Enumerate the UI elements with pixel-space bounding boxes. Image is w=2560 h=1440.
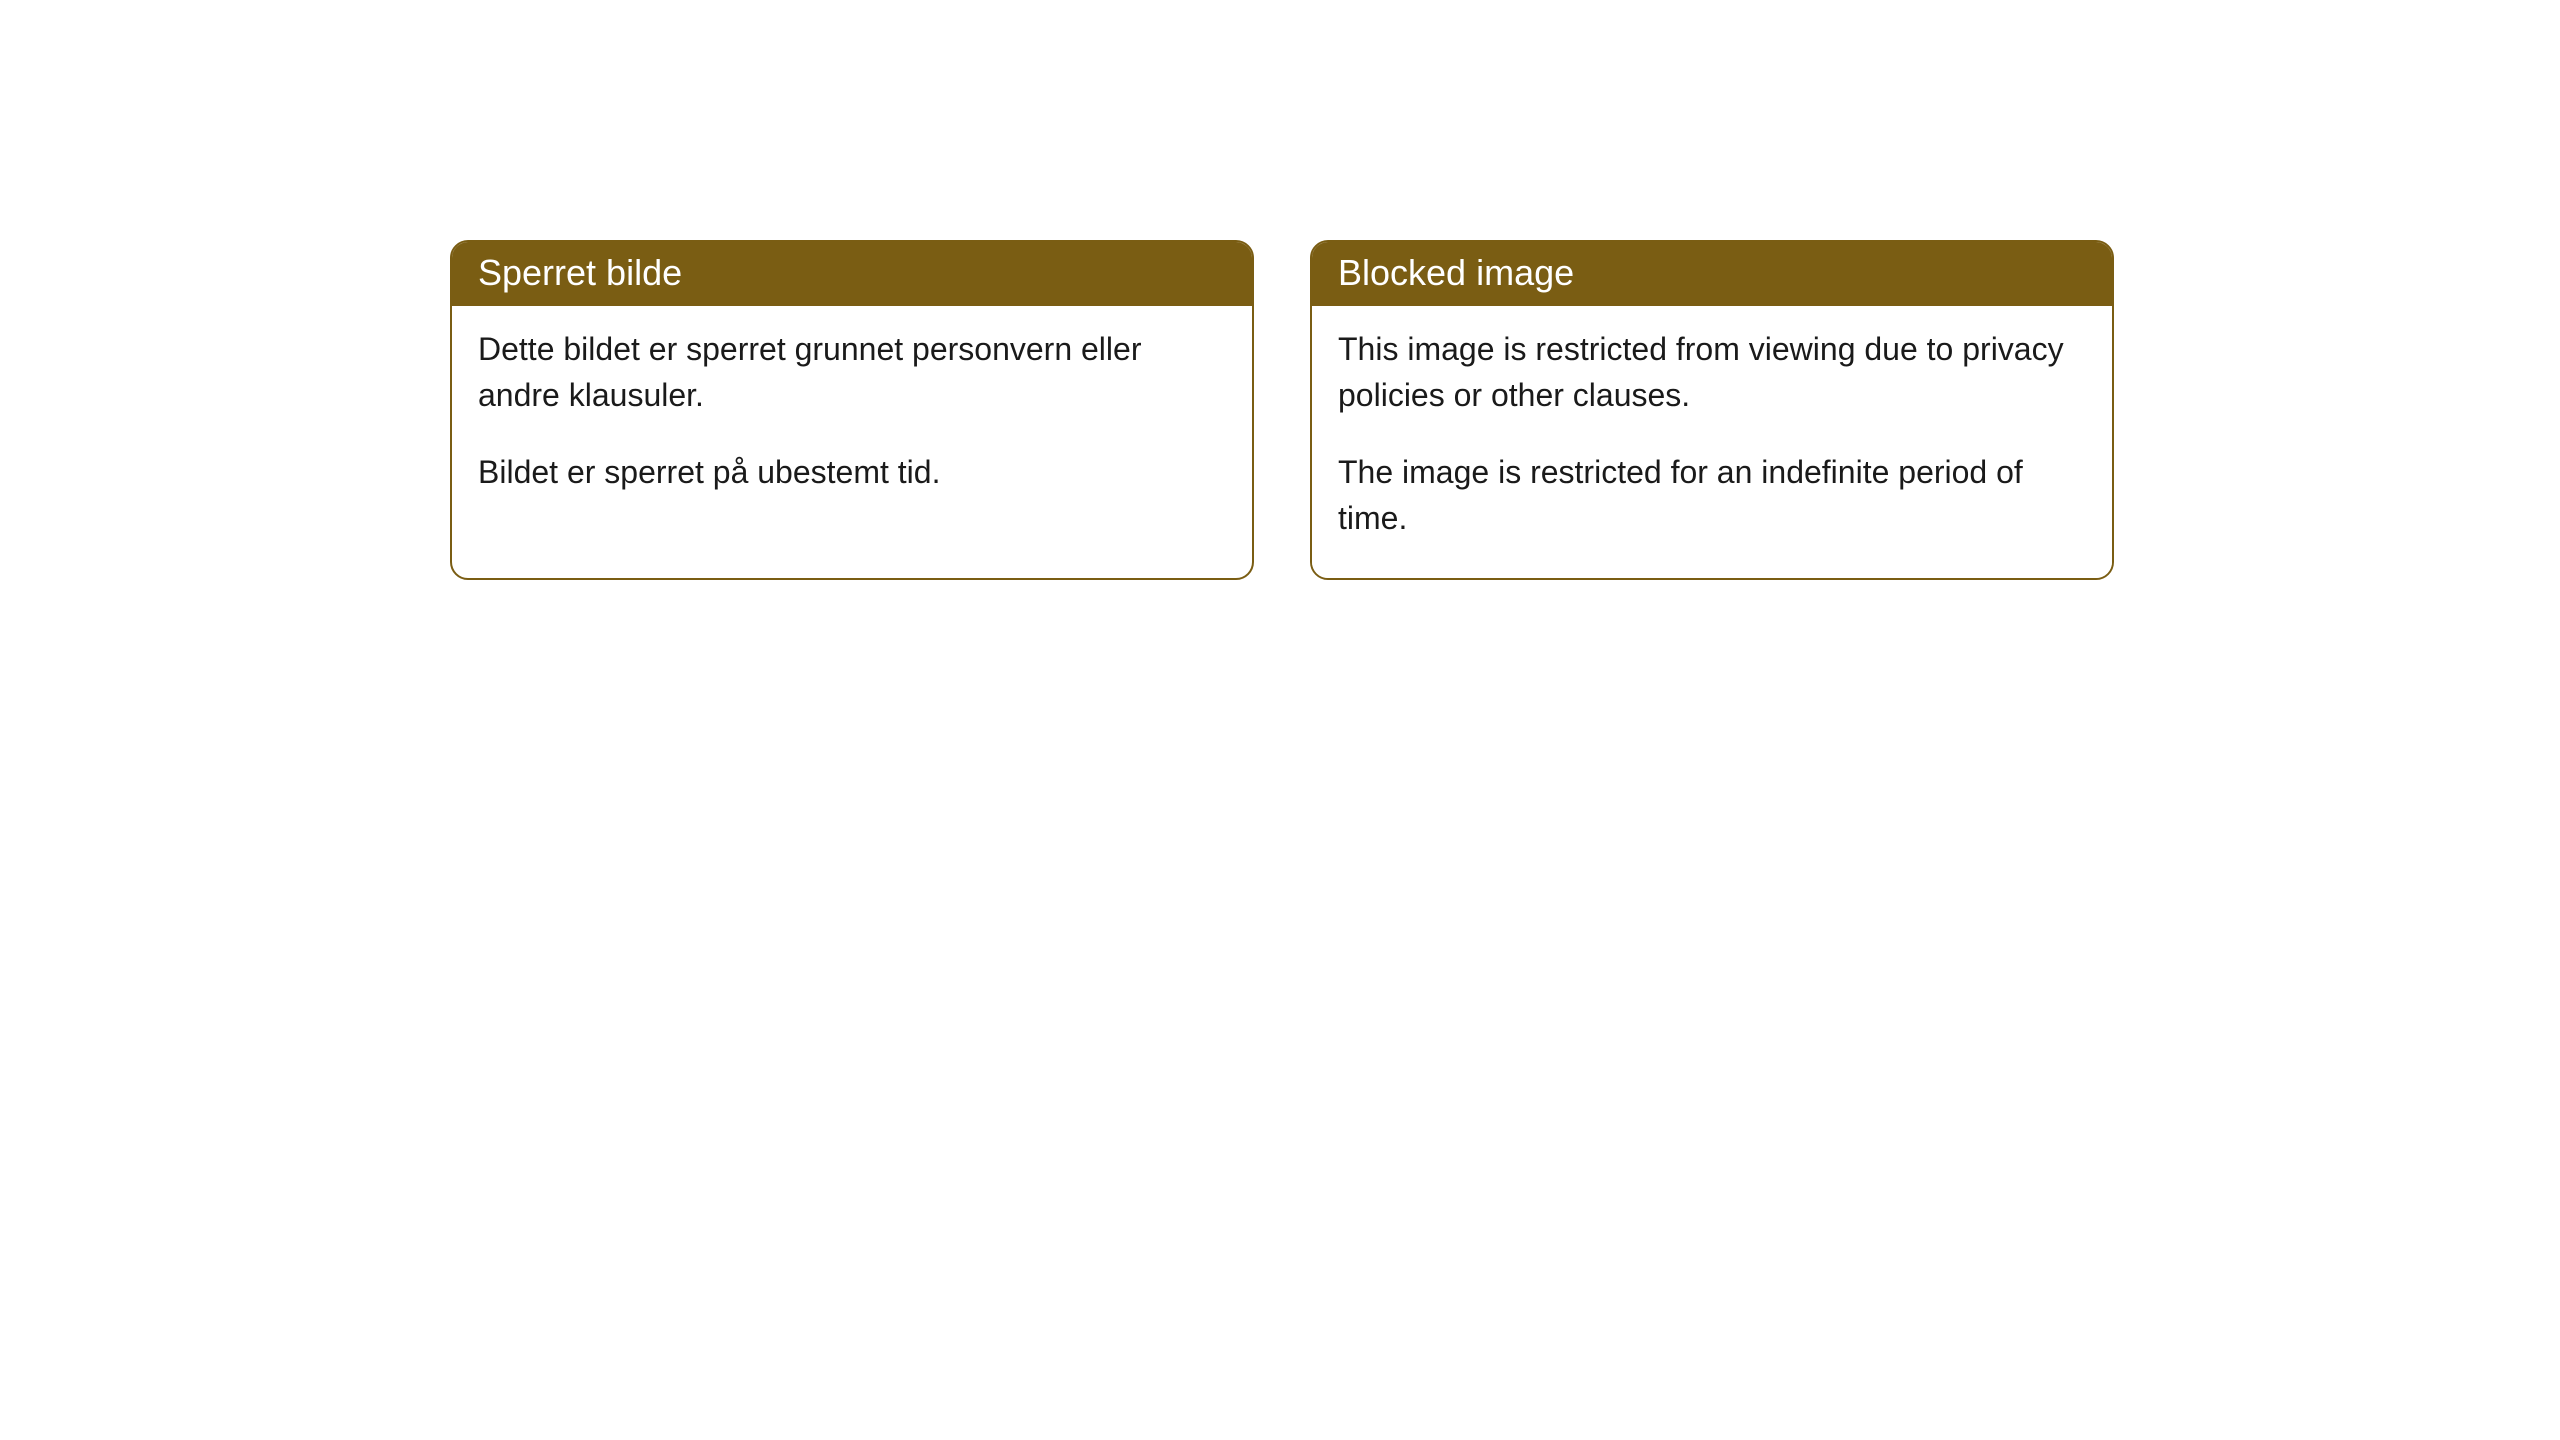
notice-box-english: Blocked image This image is restricted f… <box>1310 240 2114 580</box>
notice-box-norwegian: Sperret bilde Dette bildet er sperret gr… <box>450 240 1254 580</box>
notice-para1-norwegian: Dette bildet er sperret grunnet personve… <box>478 326 1226 419</box>
notice-para2-norwegian: Bildet er sperret på ubestemt tid. <box>478 449 1226 495</box>
notice-para1-english: This image is restricted from viewing du… <box>1338 326 2086 419</box>
notice-para2-english: The image is restricted for an indefinit… <box>1338 449 2086 542</box>
notice-title-english: Blocked image <box>1312 242 2112 306</box>
notice-container: Sperret bilde Dette bildet er sperret gr… <box>450 240 2114 580</box>
notice-title-norwegian: Sperret bilde <box>452 242 1252 306</box>
notice-body-norwegian: Dette bildet er sperret grunnet personve… <box>452 306 1252 531</box>
notice-body-english: This image is restricted from viewing du… <box>1312 306 2112 578</box>
